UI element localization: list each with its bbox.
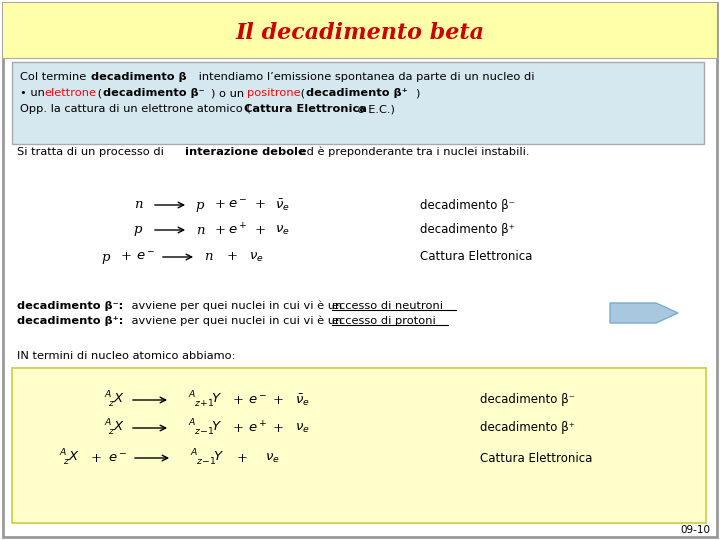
- Text: n: n: [134, 199, 143, 212]
- Text: n: n: [196, 224, 204, 237]
- Text: decadimento β: decadimento β: [91, 72, 186, 82]
- Text: $\nu_e$: $\nu_e$: [274, 224, 289, 237]
- Text: eccesso di neutroni: eccesso di neutroni: [332, 301, 443, 311]
- Text: $^{\!A}_{\;z}X$: $^{\!A}_{\;z}X$: [104, 390, 125, 410]
- Text: $e^-$: $e^-$: [248, 394, 268, 407]
- Text: Il decadimento beta: Il decadimento beta: [235, 22, 485, 44]
- Text: +: +: [233, 422, 243, 435]
- Text: +: +: [272, 394, 284, 407]
- Text: decadimento β⁻: decadimento β⁻: [103, 88, 204, 98]
- Text: avviene per quei nuclei in cui vi è un: avviene per quei nuclei in cui vi è un: [128, 301, 346, 311]
- Bar: [3, 3, 717, 58]
- Text: decadimento β⁻: decadimento β⁻: [480, 394, 575, 407]
- Text: decadimento β⁺: decadimento β⁺: [480, 422, 575, 435]
- Text: decadimento β⁻: decadimento β⁻: [420, 199, 515, 212]
- Text: ): ): [415, 88, 419, 98]
- Text: $^{\!A}_{\;z}X$: $^{\!A}_{\;z}X$: [104, 418, 125, 438]
- Text: Cattura Elettronica: Cattura Elettronica: [244, 104, 367, 114]
- Bar: [12, 62, 704, 144]
- Text: $e^+$: $e^+$: [248, 420, 268, 436]
- Text: • un: • un: [20, 88, 48, 98]
- Text: p: p: [196, 199, 204, 212]
- Text: o E.C.): o E.C.): [354, 104, 395, 114]
- Text: $^{\!\!A}_{\;z\!-\!1}\!Y$: $^{\!\!A}_{\;z\!-\!1}\!Y$: [188, 418, 222, 438]
- Text: +: +: [91, 451, 102, 464]
- Text: elettrone: elettrone: [44, 88, 96, 98]
- Text: decadimento β⁻:: decadimento β⁻:: [17, 301, 123, 311]
- Text: $e^-$: $e^-$: [136, 251, 156, 264]
- Text: +: +: [233, 394, 243, 407]
- Text: +: +: [272, 422, 284, 435]
- Text: +: +: [254, 199, 266, 212]
- Text: p: p: [134, 224, 143, 237]
- Text: n: n: [204, 251, 212, 264]
- Text: $\bar{\nu}_e$: $\bar{\nu}_e$: [274, 197, 289, 213]
- Text: $^{\!\!A}_{\;z\!-\!1}\!Y$: $^{\!\!A}_{\;z\!-\!1}\!Y$: [190, 448, 224, 468]
- Text: Col termine: Col termine: [20, 72, 90, 82]
- Text: $^{\!\!A}_{\;z\!+\!1}\!Y$: $^{\!\!A}_{\;z\!+\!1}\!Y$: [188, 390, 222, 410]
- Bar: [12, 368, 706, 523]
- Text: $\boldsymbol{\nu_e}$: $\boldsymbol{\nu_e}$: [265, 451, 279, 464]
- Text: Cattura Elettronica: Cattura Elettronica: [420, 251, 532, 264]
- Text: decadimento β⁺: decadimento β⁺: [306, 88, 408, 98]
- Text: +: +: [236, 451, 248, 464]
- Text: decadimento β⁺:: decadimento β⁺:: [17, 316, 123, 326]
- Text: eccesso di protoni: eccesso di protoni: [332, 316, 436, 326]
- Text: positrone: positrone: [247, 88, 301, 98]
- Text: Opp. la cattura di un elettrone atomico (: Opp. la cattura di un elettrone atomico …: [20, 104, 251, 114]
- Text: $e^+$: $e^+$: [228, 222, 248, 238]
- Text: interazione debole: interazione debole: [185, 147, 306, 157]
- Text: avviene per quei nuclei in cui vi è un: avviene per quei nuclei in cui vi è un: [128, 316, 346, 326]
- Text: Cattura Elettronica: Cattura Elettronica: [480, 451, 593, 464]
- Text: $\bar{\nu}_e$: $\bar{\nu}_e$: [294, 392, 310, 408]
- Text: p: p: [102, 251, 110, 264]
- Text: $e^-$: $e^-$: [228, 199, 248, 212]
- Text: intendiamo l’emissione spontanea da parte di un nucleo di: intendiamo l’emissione spontanea da part…: [195, 72, 534, 82]
- Text: ed è preponderante tra i nuclei instabili.: ed è preponderante tra i nuclei instabil…: [296, 147, 529, 157]
- Text: $\nu_e$: $\nu_e$: [294, 421, 310, 435]
- Text: +: +: [120, 251, 132, 264]
- Text: decadimento β⁺: decadimento β⁺: [420, 224, 515, 237]
- Text: IN termini di nucleo atomico abbiamo:: IN termini di nucleo atomico abbiamo:: [17, 351, 235, 361]
- Text: (: (: [297, 88, 305, 98]
- Text: 09-10: 09-10: [680, 525, 710, 535]
- Text: $^{\!A}_{\;z}X$: $^{\!A}_{\;z}X$: [60, 448, 81, 468]
- Text: +: +: [215, 199, 225, 212]
- Text: +: +: [254, 224, 266, 237]
- Text: +: +: [227, 251, 238, 264]
- Text: $\nu_e$: $\nu_e$: [248, 251, 264, 264]
- FancyArrow shape: [610, 303, 678, 323]
- Text: (: (: [94, 88, 102, 98]
- Text: $e^-$: $e^-$: [108, 451, 127, 464]
- Text: ) o un: ) o un: [211, 88, 248, 98]
- Text: +: +: [215, 224, 225, 237]
- Text: Si tratta di un processo di: Si tratta di un processo di: [17, 147, 168, 157]
